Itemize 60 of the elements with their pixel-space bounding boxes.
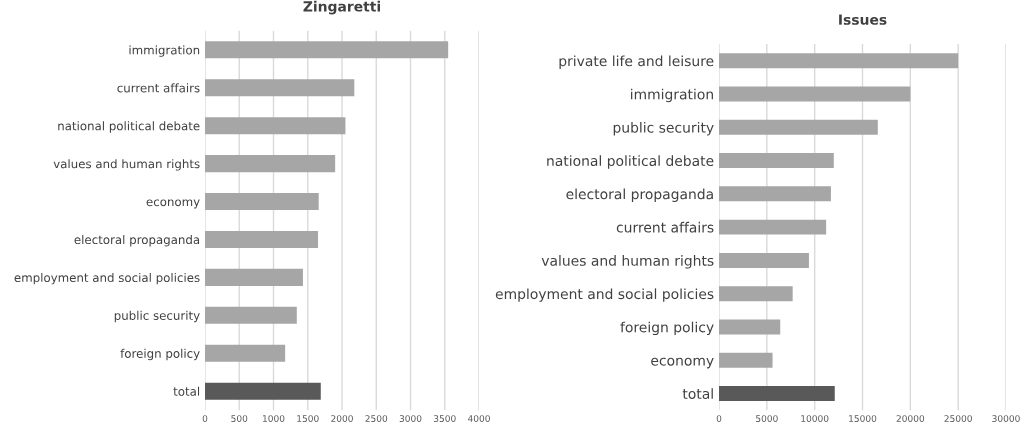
x-tick-label: 5000 xyxy=(756,415,778,422)
x-tick-label: 3000 xyxy=(399,415,422,422)
y-tick-label: national political debate xyxy=(547,155,714,169)
bar xyxy=(719,53,959,69)
y-tick-label: public security xyxy=(114,310,200,323)
y-tick-label: national political debate xyxy=(58,121,200,133)
y-tick-label: values and human rights xyxy=(541,255,714,269)
x-tick-label: 3500 xyxy=(433,415,456,422)
y-tick-label: employment and social policies xyxy=(14,272,200,285)
y-tick-label: immigration xyxy=(129,45,200,57)
y-tick-label: economy xyxy=(651,357,714,369)
x-tick-label: 10000 xyxy=(801,415,829,422)
x-tick-label: 0 xyxy=(202,415,208,422)
bar xyxy=(719,319,781,335)
y-tick-label: electoral propaganda xyxy=(566,188,713,202)
y-tick-label: foreign policy xyxy=(620,321,714,336)
x-tick-label: 2000 xyxy=(331,415,353,422)
bar xyxy=(719,219,827,235)
x-tick-label: 2500 xyxy=(365,415,388,422)
x-tick-label: 500 xyxy=(231,415,248,422)
chart-title: Zingaretti xyxy=(303,0,380,15)
x-tick-label: 4000 xyxy=(467,415,490,422)
bar xyxy=(719,252,809,268)
bar xyxy=(719,153,834,169)
x-tick-label: 30000 xyxy=(992,415,1020,422)
bar xyxy=(719,286,793,302)
bar xyxy=(205,230,319,248)
bar xyxy=(719,352,773,368)
y-tick-label: current affairs xyxy=(616,221,714,233)
bar xyxy=(205,193,319,211)
bar xyxy=(719,86,911,102)
x-tick-label: 0 xyxy=(716,415,722,422)
bar xyxy=(205,117,346,135)
bar xyxy=(205,155,336,173)
bar xyxy=(205,41,449,59)
bar xyxy=(205,268,303,286)
bar xyxy=(719,386,835,401)
bar xyxy=(205,382,321,400)
y-tick-label: electoral propaganda xyxy=(74,234,200,247)
bar xyxy=(719,186,831,202)
bar xyxy=(205,79,355,97)
y-tick-label: employment and social policies xyxy=(495,288,714,302)
y-tick-label: total xyxy=(173,386,200,396)
x-tick-label: 15000 xyxy=(849,415,877,422)
bar xyxy=(205,306,297,324)
x-tick-label: 20000 xyxy=(896,415,925,422)
y-tick-label: public security xyxy=(613,122,714,136)
x-tick-label: 1000 xyxy=(263,415,285,422)
y-tick-label: private life and leisure xyxy=(559,55,714,69)
x-tick-label: 25000 xyxy=(944,415,972,422)
x-tick-label: 1500 xyxy=(297,415,319,422)
bar xyxy=(719,119,878,135)
y-tick-label: foreign policy xyxy=(120,348,200,361)
y-tick-label: immigration xyxy=(631,88,713,103)
y-tick-label: values and human rights xyxy=(53,159,200,171)
y-tick-label: total xyxy=(682,388,713,399)
bar xyxy=(205,344,286,362)
chart-title: Issues xyxy=(839,14,887,25)
y-tick-label: economy xyxy=(146,199,200,209)
y-tick-label: current affairs xyxy=(117,83,200,93)
